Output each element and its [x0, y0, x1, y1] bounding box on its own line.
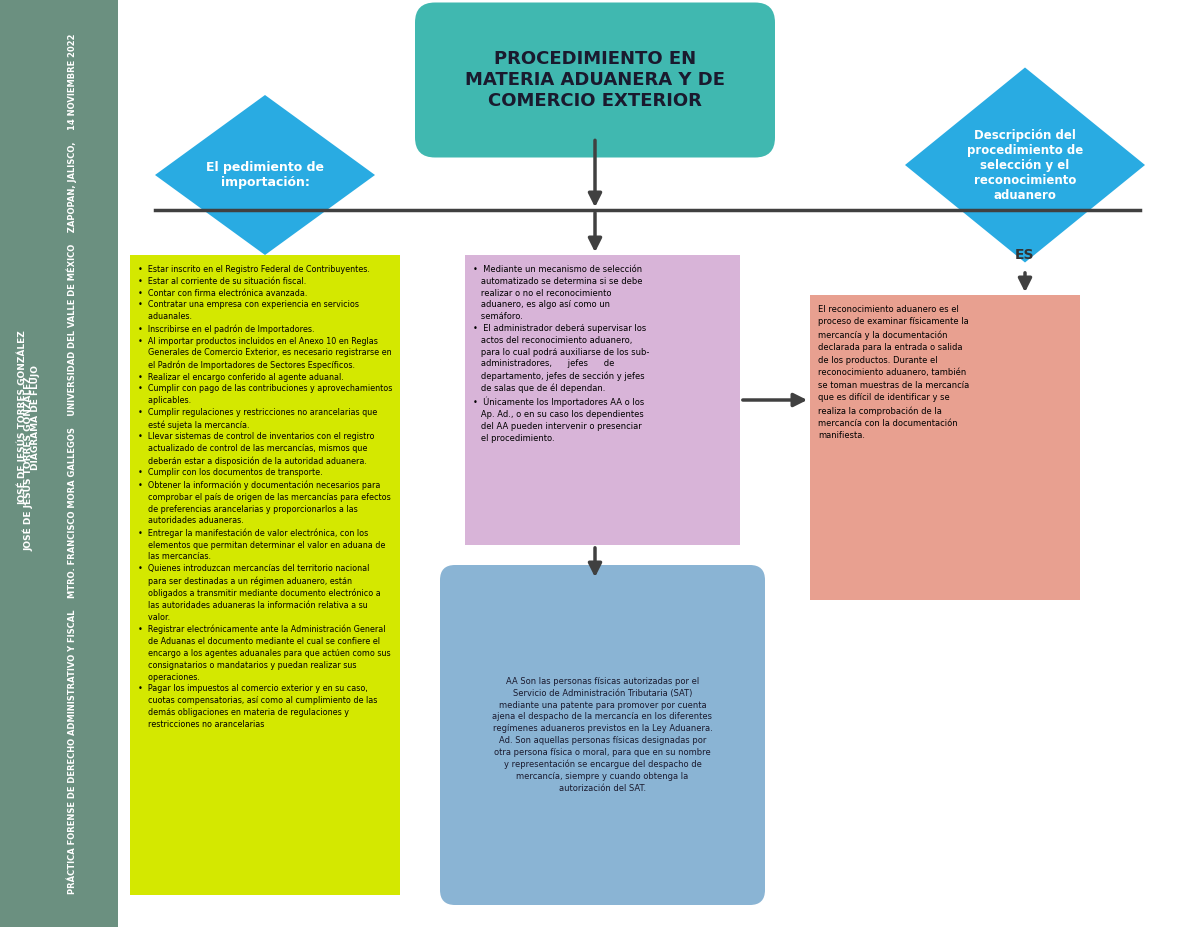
- FancyBboxPatch shape: [0, 0, 118, 927]
- Text: DIAGRAMA DE FLUJO: DIAGRAMA DE FLUJO: [31, 364, 41, 470]
- Text: El pedimiento de
importación:: El pedimiento de importación:: [206, 161, 324, 189]
- Text: ES: ES: [1015, 248, 1034, 262]
- FancyBboxPatch shape: [130, 255, 400, 895]
- FancyBboxPatch shape: [415, 3, 775, 158]
- Text: •  Estar inscrito en el Registro Federal de Contribuyentes.
•  Estar al corrient: • Estar inscrito en el Registro Federal …: [138, 265, 392, 729]
- FancyBboxPatch shape: [440, 565, 766, 905]
- Text: PROCEDIMIENTO EN
MATERIA ADUANERA Y DE
COMERCIO EXTERIOR: PROCEDIMIENTO EN MATERIA ADUANERA Y DE C…: [466, 50, 725, 109]
- Text: •  Mediante un mecanismo de selección
   automatizado se determina si se debe
  : • Mediante un mecanismo de selección aut…: [473, 265, 649, 443]
- FancyBboxPatch shape: [810, 295, 1080, 600]
- Text: Descripción del
procedimiento de
selección y el
reconocimiento
aduanero: Descripción del procedimiento de selecci…: [967, 129, 1084, 201]
- Text: El reconocimiento aduanero es el
proceso de examinar físicamente la
mercancía y : El reconocimiento aduanero es el proceso…: [818, 305, 970, 440]
- Polygon shape: [155, 95, 374, 255]
- Text: AA Son las personas físicas autorizadas por el
Servicio de Administración Tribut: AA Son las personas físicas autorizadas …: [492, 677, 713, 793]
- Text: JOSÉ DE JESÚS TORRES GONZÁLEZ: JOSÉ DE JESÚS TORRES GONZÁLEZ: [23, 376, 34, 551]
- Text: PRÁCTICA FORENSE DE DERECHO ADMINISTRATIVO Y FISCAL    MTRO. FRANCISCO MORA GALL: PRÁCTICA FORENSE DE DERECHO ADMINISTRATI…: [67, 33, 77, 894]
- Polygon shape: [905, 68, 1145, 262]
- Text: JOSÉ DE JESÚS TORRES GONZÁLEZ: JOSÉ DE JESÚS TORRES GONZÁLEZ: [17, 330, 28, 504]
- FancyBboxPatch shape: [466, 255, 740, 545]
